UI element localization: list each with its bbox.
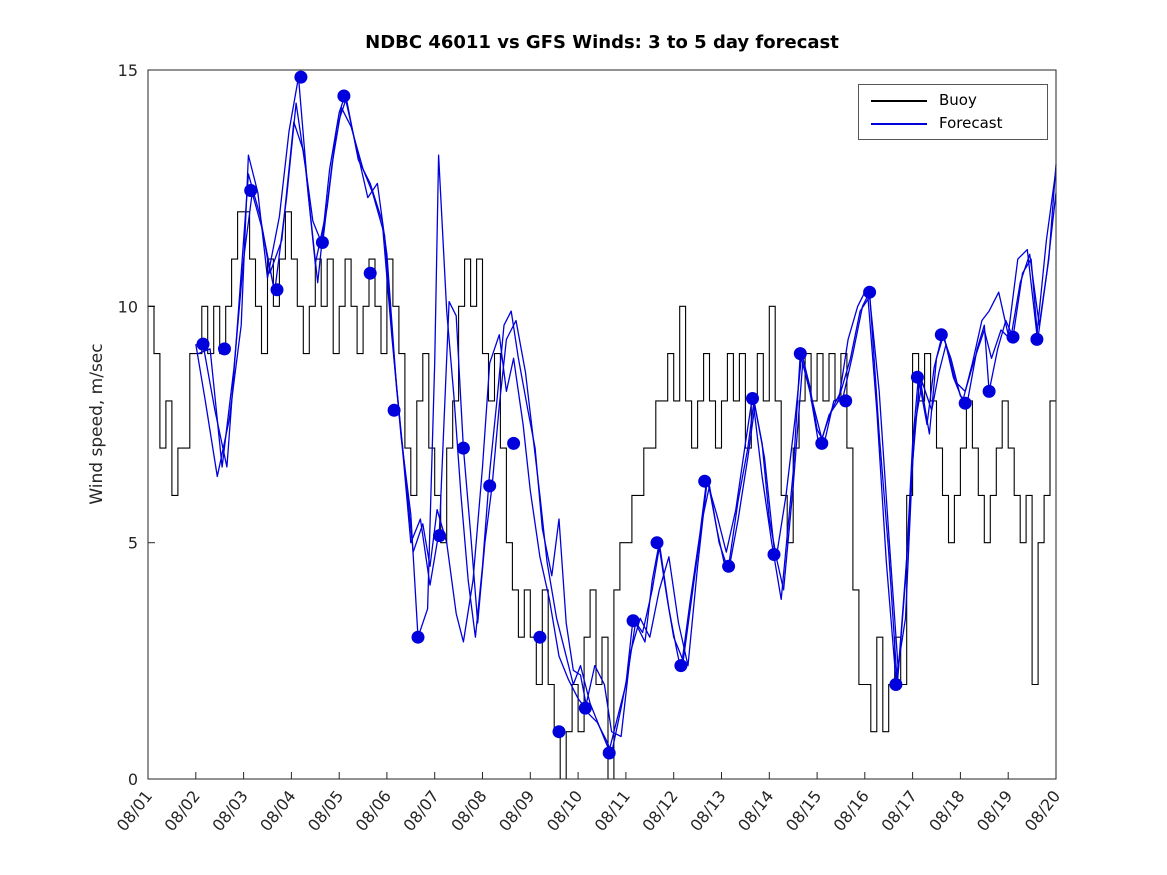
forecast-marker: [889, 678, 903, 691]
forecast-marker: [910, 370, 924, 384]
plot-border: [147, 69, 1057, 780]
forecast-marker: [578, 701, 592, 715]
x-tick-label: 08/05: [304, 787, 347, 835]
forecast-marker: [793, 347, 807, 361]
forecast-marker: [1006, 330, 1020, 344]
forecast-marker: [552, 725, 566, 739]
forecast-marker: [839, 394, 853, 408]
forecast-marker: [294, 70, 308, 84]
chart-title: NDBC 46011 vs GFS Winds: 3 to 5 day fore…: [365, 32, 839, 53]
x-tick-label: 08/12: [638, 787, 681, 835]
legend-item-buoy: Buoy: [859, 93, 1047, 108]
x-tick-label: 08/15: [782, 787, 825, 835]
x-tick-label: 08/20: [1021, 787, 1064, 835]
x-tick-label: 08/14: [734, 787, 777, 835]
forecast-marker: [626, 614, 640, 628]
y-tick-label: 0: [128, 770, 138, 789]
forecast-marker: [767, 548, 781, 561]
forecast-line-sample: [871, 122, 927, 125]
legend-label-forecast: Forecast: [939, 114, 1003, 132]
forecast-marker: [411, 630, 425, 644]
x-tick-label: 08/04: [256, 787, 299, 835]
y-tick-label: 5: [128, 534, 138, 553]
forecast-marker: [674, 659, 688, 673]
forecast-marker: [1030, 332, 1044, 346]
forecast-marker: [196, 337, 210, 351]
x-tick-label: 08/17: [877, 787, 920, 835]
x-tick-label: 08/07: [399, 787, 442, 835]
forecast-marker: [270, 283, 284, 297]
forecast-marker: [698, 474, 712, 488]
x-tick-label: 08/11: [591, 787, 634, 835]
forecast-marker: [722, 559, 736, 573]
legend-item-forecast: Forecast: [859, 116, 1047, 131]
buoy-series: [148, 211, 1056, 780]
x-tick-label: 08/02: [161, 787, 204, 835]
forecast-marker: [815, 436, 829, 450]
buoy-line-sample: [871, 99, 927, 102]
forecast-marker: [507, 436, 521, 450]
x-tick-label: 08/08: [447, 787, 490, 835]
forecast-marker: [863, 285, 877, 299]
forecast-marker: [315, 236, 329, 249]
forecast-marker: [218, 342, 231, 356]
x-tick-label: 08/06: [352, 787, 395, 835]
x-tick-label: 08/03: [208, 787, 251, 835]
x-tick-label: 08/01: [113, 787, 156, 835]
forecast-marker: [433, 529, 446, 543]
forecast-marker: [483, 479, 497, 493]
forecast-marker: [934, 328, 948, 342]
x-tick-label: 08/10: [543, 787, 586, 835]
legend-label-buoy: Buoy: [939, 91, 977, 109]
x-tick-label: 08/16: [830, 787, 873, 835]
forecast-marker: [363, 266, 377, 280]
forecast-marker: [746, 392, 759, 405]
forecast-marker: [982, 384, 996, 398]
legend: Buoy Forecast: [858, 84, 1048, 140]
x-tick-label: 08/19: [973, 787, 1016, 835]
forecast-marker: [337, 89, 351, 103]
forecast-marker: [244, 184, 258, 197]
forecast-marker: [602, 746, 616, 760]
x-tick-label: 08/18: [925, 787, 968, 835]
y-tick-label: 15: [118, 61, 138, 80]
forecast-marker: [533, 630, 547, 644]
forecast-marker: [387, 403, 401, 417]
forecast-marker: [650, 536, 664, 550]
forecast-marker: [456, 441, 470, 455]
y-axis-label: Wind speed, m/sec: [87, 343, 107, 505]
forecast-marker: [958, 396, 972, 410]
y-tick-label: 10: [118, 297, 138, 316]
x-tick-label: 08/09: [495, 787, 538, 835]
x-tick-label: 08/13: [686, 787, 729, 835]
